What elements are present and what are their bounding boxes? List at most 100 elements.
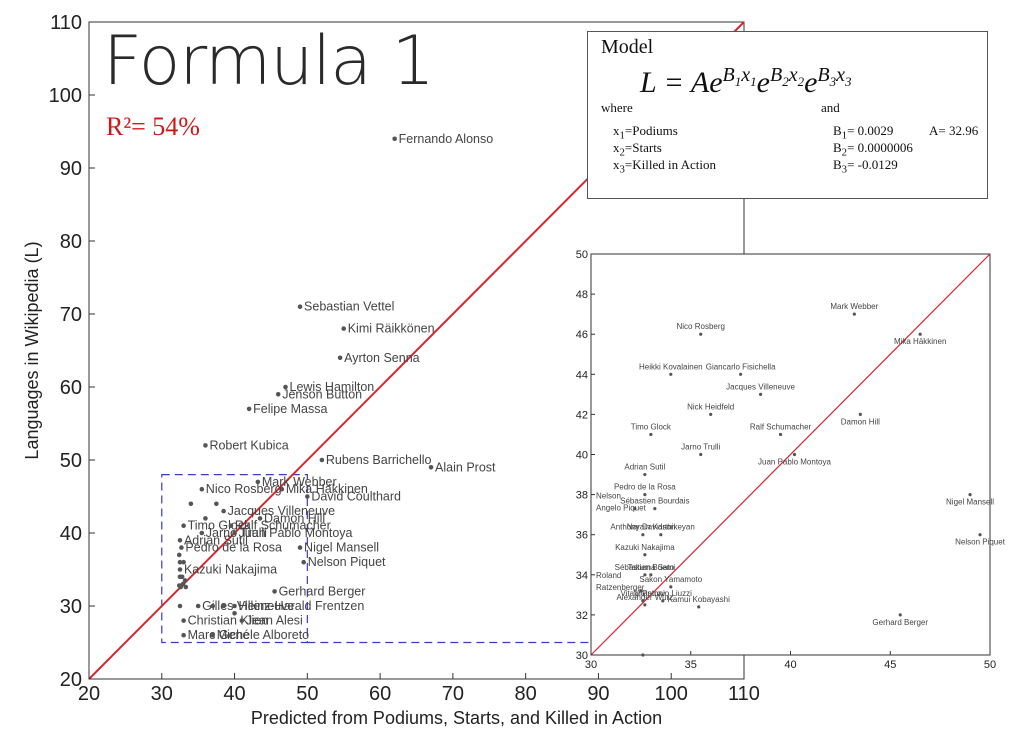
data-point xyxy=(257,516,263,521)
data-point xyxy=(177,538,183,543)
inset-data-point xyxy=(639,589,643,593)
data-point-label: Robert Kubica xyxy=(209,438,288,452)
inset-data-point xyxy=(643,472,647,477)
data-point xyxy=(297,304,303,310)
inset-data-point xyxy=(653,507,657,511)
data-point xyxy=(305,494,310,499)
y-tick-label: 40 xyxy=(60,523,82,545)
data-point xyxy=(232,611,237,616)
inset-y-tick-label: 42 xyxy=(576,409,588,421)
data-point xyxy=(203,516,208,521)
inset-point-label: Angelo Piquet xyxy=(596,504,647,513)
inset-y-tick-label: 50 xyxy=(576,249,588,261)
data-point xyxy=(232,603,237,609)
data-point-label: Timo Glock xyxy=(188,519,251,533)
inset-data-point xyxy=(968,493,972,497)
inset-point-label: Juan Pablo Montoya xyxy=(758,458,831,467)
inset-point-label: Damon Hill xyxy=(841,417,880,426)
inset-y-tick-label: 36 xyxy=(576,530,588,542)
y-tick-label: 70 xyxy=(60,304,82,326)
data-point-label: Nelson Piquet xyxy=(308,555,386,569)
data-point-label: Juan Pablo Montoya xyxy=(239,526,353,540)
data-point xyxy=(188,501,194,507)
data-point xyxy=(199,530,205,536)
x-tick-label: 20 xyxy=(78,683,100,705)
r-squared-label: R²= 54% xyxy=(106,112,200,141)
inset-data-point xyxy=(669,585,673,589)
var-x2: x2=Starts xyxy=(613,140,662,159)
data-point-label: Marc Gené xyxy=(188,628,250,642)
inset-data-point xyxy=(641,533,645,537)
inset-y-tick-label: 46 xyxy=(576,329,588,341)
inset-point-label: Alexander Wurz xyxy=(616,593,673,602)
inset-point-label: Timo Glock xyxy=(631,422,672,431)
inset-point-label: Anthony Davidson xyxy=(610,523,675,532)
inset-data-point xyxy=(978,533,982,537)
data-point xyxy=(181,618,186,623)
data-point-label: Jenson Button xyxy=(282,387,362,401)
zoom-region-box xyxy=(161,474,308,644)
data-point-label: Sebastian Vettel xyxy=(304,300,394,314)
data-point xyxy=(428,465,434,470)
y-axis-label: Languages in Wikipedia (L) xyxy=(22,241,42,459)
data-point xyxy=(210,603,216,609)
inset-x-tick-label: 45 xyxy=(884,659,896,671)
inset-x-tick-label: 30 xyxy=(585,659,597,671)
model-title: Model xyxy=(601,36,654,58)
data-point xyxy=(341,326,347,331)
inset-data-point xyxy=(661,599,665,603)
x-tick-label: 60 xyxy=(369,683,391,705)
inset-y-tick-label: 40 xyxy=(576,450,588,462)
coef-b2: B2= 0.0000006 xyxy=(833,140,913,159)
data-point xyxy=(392,136,397,142)
inset-point-label: Kazuki Nakajima xyxy=(615,543,675,552)
inset-x-tick-label: 40 xyxy=(784,659,796,671)
data-point xyxy=(199,486,205,492)
inset-data-point xyxy=(699,332,703,336)
data-point-label: Kimi Räikkönen xyxy=(348,322,435,336)
data-point xyxy=(179,545,184,550)
inset-point-label: Sébastien Buemi xyxy=(615,563,676,572)
inset-reference-line xyxy=(590,253,991,656)
equation-term-2: eB2x2 xyxy=(756,64,805,99)
inset-data-point xyxy=(659,533,663,537)
data-point xyxy=(279,486,285,492)
x-tick-label: 110 xyxy=(728,683,760,705)
data-point xyxy=(214,501,219,507)
inset-point-label: Ratzenberger xyxy=(596,583,645,592)
where-label: where xyxy=(601,100,633,115)
model-equation: L = AeB1x1eB2x2eB3x3 xyxy=(640,64,852,100)
inset-y-tick-label: 44 xyxy=(576,369,588,381)
inset-data-point xyxy=(641,653,645,657)
data-point xyxy=(283,384,288,390)
inset-point-label: Nelson Piquet xyxy=(955,538,1006,547)
data-point xyxy=(337,355,343,361)
data-point-label: Lewis Hamilton xyxy=(290,380,375,394)
data-point xyxy=(181,523,186,528)
inset-data-point xyxy=(633,507,637,511)
data-point-label: Kazuki Nakajima xyxy=(184,563,277,577)
data-point-label: Nigel Mansell xyxy=(304,541,379,555)
inset-point-label: Ralf Schumacher xyxy=(750,422,812,431)
data-point xyxy=(232,530,237,536)
y-tick-label: 50 xyxy=(60,450,82,472)
inset-data-point xyxy=(739,372,743,376)
inset-data-point xyxy=(699,452,703,457)
inset-point-label: Roland xyxy=(596,571,621,580)
inset-data-point xyxy=(852,312,856,316)
inset-point-label: Heikki Kovalainen xyxy=(639,362,703,371)
inset-point-label: Nico Rosberg xyxy=(676,322,724,331)
inset-point-label: Pedro de la Rosa xyxy=(614,483,676,492)
inset-y-tick-label: 48 xyxy=(576,289,588,301)
data-point xyxy=(177,567,183,572)
data-point-label: Jean Alesi xyxy=(246,614,303,628)
inset-point-label: Vitantonio Liuzzi xyxy=(634,589,692,598)
inset-data-point xyxy=(643,493,647,497)
data-point xyxy=(239,618,245,623)
data-point xyxy=(221,508,226,514)
data-point xyxy=(228,523,234,528)
y-tick-label: 90 xyxy=(60,158,82,180)
y-tick-label: 80 xyxy=(60,231,82,253)
